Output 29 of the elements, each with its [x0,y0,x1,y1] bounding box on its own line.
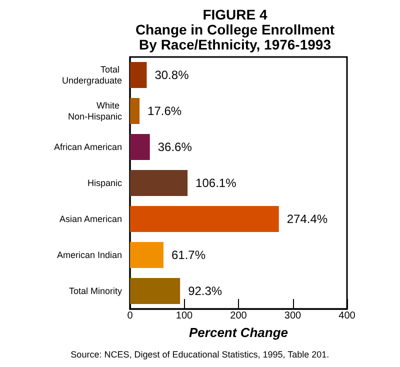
x-tick-label: 200 [230,310,248,322]
y-tick-label: Total Undergraduate [62,64,122,86]
x-tick-label: 0 [127,310,134,322]
y-tick-label: Total Minority [68,286,122,296]
data-label: 92.3% [188,284,222,298]
x-tick-label: 300 [284,310,302,322]
y-tick-label: African American [54,142,122,152]
bar [130,98,140,124]
y-tick-label: American Indian [56,250,122,260]
bar [130,134,150,160]
y-tick-label: White Non-Hispanic [68,100,122,122]
y-tick-label: Hispanic [87,178,122,188]
bar [130,242,164,268]
x-tick-label: 400 [338,310,356,322]
data-label: 61.7% [171,248,206,262]
source-note: Source: NCES, Digest of Educational Statistics, 1995, Table 201. [70,350,330,360]
x-axis-title: Percent Change [189,324,288,340]
data-label: 17.6% [148,104,182,118]
bar [130,278,180,304]
x-tick-label: 100 [176,310,194,322]
bar [130,206,279,232]
data-label: 106.1% [196,176,237,190]
bar [130,62,147,88]
y-tick-label: Asian American [59,214,122,224]
data-label: 30.8% [154,68,190,82]
chart-title: FIGURE 4 Change in College Enrollment By Race/Ethnicity, 1976-1993 [135,6,335,52]
bar [130,170,188,196]
data-label: 274.4% [286,212,328,226]
data-label: 36.6% [158,140,192,154]
